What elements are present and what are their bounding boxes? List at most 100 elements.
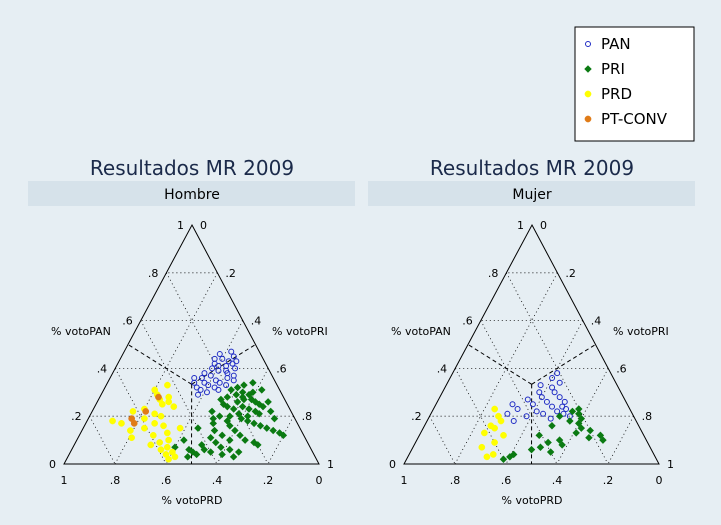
data-point-pri <box>217 443 225 451</box>
data-point-pri <box>206 433 215 442</box>
data-point-pan <box>215 367 222 374</box>
tick-right: 1 <box>327 458 334 471</box>
data-point-pri <box>194 424 202 432</box>
data-point-pan <box>215 363 222 370</box>
tick-right: .2 <box>225 267 236 280</box>
tick-left: 1 <box>517 219 524 232</box>
data-point-pri <box>258 386 266 394</box>
data-point-pri <box>208 407 216 416</box>
legend-marker-pan <box>585 41 591 47</box>
data-point-pan <box>510 417 517 424</box>
panel-mujer: Resultados MR 2009 Mujer % votoPAN % vot… <box>368 156 695 507</box>
data-point-pri <box>192 450 201 459</box>
data-point-pri <box>227 386 235 394</box>
data-point-pri <box>229 405 238 413</box>
tick-bottom: .6 <box>161 474 172 487</box>
data-point-pan <box>524 396 531 403</box>
legend-marker-pt-conv <box>584 115 592 123</box>
data-point-pan <box>537 382 544 389</box>
data-point-pri <box>180 436 188 444</box>
data-point-pri <box>234 448 243 456</box>
data-point-pri <box>212 438 220 447</box>
data-point-pri <box>206 448 215 456</box>
data-point-prd <box>156 439 164 446</box>
data-point-prd <box>481 429 488 437</box>
data-point-pri <box>577 424 586 432</box>
data-point-pri <box>555 412 564 420</box>
tick-left: .4 <box>97 362 108 375</box>
data-point-pri <box>536 443 545 451</box>
data-point-pri <box>226 436 234 444</box>
data-point-prd <box>157 412 165 420</box>
data-point-pri <box>548 422 556 430</box>
data-point-pan <box>225 358 232 365</box>
data-point-prd <box>151 410 158 418</box>
data-point-pan <box>529 401 536 408</box>
data-point-pri <box>218 450 226 459</box>
data-point-pri <box>585 433 593 442</box>
tick-left: 0 <box>49 458 56 471</box>
tick-bottom: .2 <box>263 474 274 487</box>
tick-bottom: 1 <box>401 474 408 487</box>
axis-label-right: % votoPRI <box>272 325 328 338</box>
data-point-pan <box>554 370 561 377</box>
data-point-pan <box>223 367 230 374</box>
data-point-pri <box>236 431 244 440</box>
data-point-pri <box>240 395 248 404</box>
data-point-pan <box>211 355 218 362</box>
tick-left: .6 <box>122 315 133 328</box>
data-point-pan <box>551 389 558 396</box>
data-point-pri <box>245 405 253 413</box>
data-point-pri <box>198 441 206 449</box>
data-point-pan <box>203 389 210 396</box>
data-point-prd <box>163 443 171 451</box>
panel-title: Resultados MR 2009 <box>430 156 634 180</box>
data-point-pri <box>200 445 209 454</box>
data-point-pri <box>237 414 246 423</box>
data-point-pan <box>561 398 568 405</box>
data-point-prd <box>160 422 167 430</box>
tick-right: .6 <box>276 362 287 375</box>
data-point-pri <box>232 390 240 399</box>
data-point-pan <box>536 389 543 396</box>
data-point-pri <box>527 445 536 454</box>
tick-bottom: .4 <box>212 474 223 487</box>
boundary-line <box>127 344 192 385</box>
data-point-pan <box>223 382 230 389</box>
tick-bottom: 0 <box>656 474 663 487</box>
data-point-pan <box>523 413 530 420</box>
data-point-pan <box>195 391 202 398</box>
data-point-prd <box>165 455 172 463</box>
data-point-pan <box>230 372 237 379</box>
data-point-pan <box>201 370 208 377</box>
data-point-pri <box>233 383 242 392</box>
data-point-pt-conv <box>130 420 138 427</box>
axis-label-left: % votoPAN <box>391 325 451 338</box>
tick-left: .8 <box>148 267 159 280</box>
tick-left: .2 <box>71 410 82 423</box>
boundary-line <box>191 344 256 385</box>
data-point-pan <box>198 374 205 381</box>
data-point-pri <box>250 438 258 447</box>
data-point-pri <box>599 436 607 444</box>
data-point-pri <box>185 445 193 454</box>
data-point-pan <box>538 394 545 401</box>
data-point-pri <box>279 431 288 440</box>
tick-right: 1 <box>667 458 674 471</box>
data-point-pri <box>231 426 239 435</box>
tick-right: .8 <box>302 410 313 423</box>
data-point-prd <box>491 439 498 446</box>
data-point-pri <box>243 417 252 425</box>
data-point-prd <box>491 424 498 432</box>
data-point-pri <box>596 431 605 440</box>
data-point-pan <box>209 365 216 372</box>
legend-marker-prd <box>584 90 592 98</box>
data-point-pri <box>223 417 232 425</box>
data-point-pri <box>218 431 226 440</box>
panel-hombre: Resultados MR 2009 Hombre % votoPAN % vo… <box>28 156 355 507</box>
tick-bottom: .6 <box>501 474 512 487</box>
data-point-prd <box>489 451 497 458</box>
tick-bottom: .2 <box>603 474 614 487</box>
legend-marker-pri <box>584 65 592 73</box>
